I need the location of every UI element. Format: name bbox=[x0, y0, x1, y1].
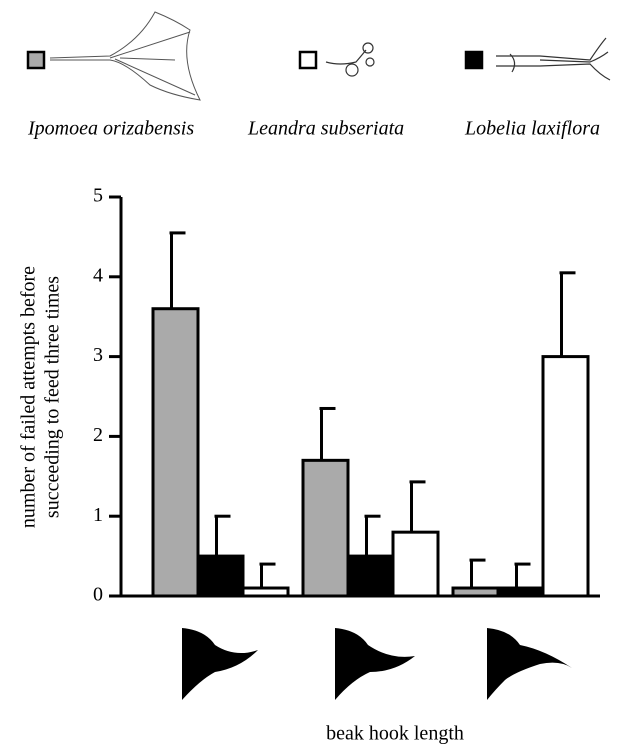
bar bbox=[393, 532, 438, 596]
y-axis-label: number of failed attempts before succeed… bbox=[18, 266, 64, 528]
bar bbox=[498, 588, 543, 596]
y-tick-label: 2 bbox=[93, 424, 103, 446]
legend-swatch bbox=[466, 52, 482, 68]
legend-swatch bbox=[28, 52, 44, 68]
legend-label: Lobelia laxiflora bbox=[464, 118, 600, 140]
legend-label: Ipomoea orizabensis bbox=[27, 118, 194, 140]
y-axis-label-line: number of failed attempts before bbox=[18, 266, 40, 528]
y-tick-label: 4 bbox=[93, 264, 103, 286]
bar bbox=[543, 357, 588, 596]
beak-icons bbox=[182, 628, 572, 700]
bar bbox=[198, 556, 243, 596]
y-tick-label: 5 bbox=[93, 185, 103, 207]
flower-ipomoea bbox=[50, 12, 200, 100]
bar bbox=[348, 556, 393, 596]
legend-swatch bbox=[300, 52, 316, 68]
chart: beak hook length number of failed attemp… bbox=[0, 0, 629, 748]
y-axis-label-line: succeeding to feed three times bbox=[42, 276, 64, 518]
bar bbox=[243, 588, 288, 596]
x-axis-label: beak hook length bbox=[326, 723, 464, 745]
y-tick-label: 0 bbox=[93, 584, 103, 606]
bar bbox=[303, 460, 348, 596]
y-tick-label: 1 bbox=[93, 504, 103, 526]
bar bbox=[153, 309, 198, 596]
y-tick-label: 3 bbox=[93, 344, 103, 366]
flower-lobelia bbox=[496, 38, 610, 80]
bar bbox=[453, 588, 498, 596]
legend-label: Leandra subseriata bbox=[247, 118, 404, 140]
flower-leandra bbox=[326, 43, 374, 76]
